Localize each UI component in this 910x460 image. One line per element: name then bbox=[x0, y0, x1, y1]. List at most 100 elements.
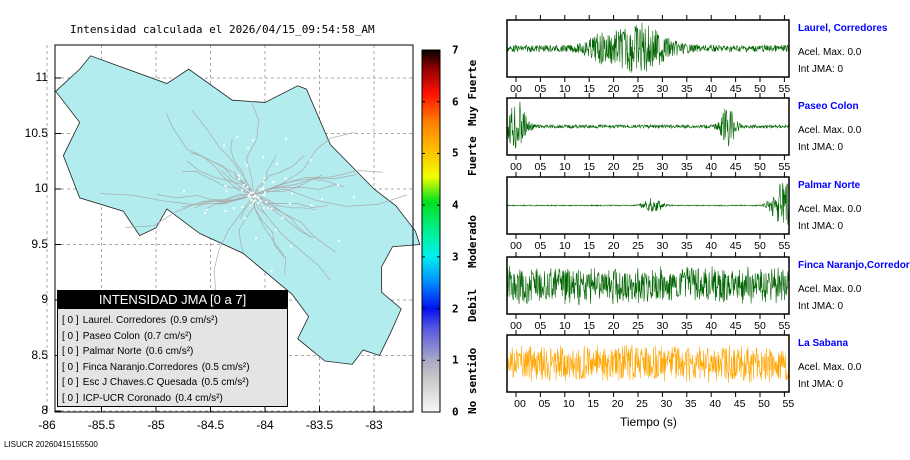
panel-frame bbox=[506, 19, 790, 78]
time-tick-label: 55 bbox=[778, 320, 791, 332]
station-dot bbox=[272, 181, 275, 184]
station-acel-max: Acel. Max. 0.0 bbox=[798, 125, 862, 136]
y-tick-label: 10.5 bbox=[24, 125, 48, 140]
time-tick-label: 25 bbox=[632, 240, 644, 252]
time-tick-label: 05 bbox=[534, 320, 547, 332]
station-name: Finca Naranjo,Corredor bbox=[798, 260, 910, 271]
time-tick-label: 30 bbox=[656, 83, 669, 95]
road bbox=[253, 131, 356, 195]
waveform bbox=[506, 22, 790, 73]
station-dot bbox=[252, 139, 255, 142]
station-dot bbox=[246, 164, 249, 167]
map-frame bbox=[54, 44, 414, 413]
time-tick-label: 45 bbox=[729, 83, 742, 95]
time-tick-label: 30 bbox=[656, 320, 669, 332]
colorbar-tick-label: 2 bbox=[452, 302, 459, 316]
station-dot bbox=[224, 210, 227, 213]
station-int-jma: Int JMA: 0 bbox=[798, 379, 844, 390]
time-tick-label: 50 bbox=[754, 161, 766, 173]
time-tick-label: 00 bbox=[514, 398, 526, 410]
station-dot bbox=[267, 206, 270, 209]
time-tick-label: 15 bbox=[587, 398, 600, 410]
colorbar-category-label: Fuerte bbox=[466, 136, 479, 176]
time-tick-label: 50 bbox=[758, 398, 770, 410]
road bbox=[194, 194, 255, 208]
station-dot bbox=[252, 191, 255, 194]
road bbox=[253, 194, 316, 211]
road bbox=[253, 194, 287, 275]
station-dot bbox=[203, 211, 206, 214]
time-tick-label: 00 bbox=[510, 320, 522, 332]
legend-row: [ 0 ] Palmar Norte (0.6 cm/s²) bbox=[58, 344, 287, 360]
time-tick-label: 35 bbox=[680, 83, 693, 95]
station-dot bbox=[241, 206, 244, 209]
station-dot bbox=[284, 177, 287, 180]
station-dot bbox=[262, 155, 265, 158]
panel-frame bbox=[506, 176, 790, 235]
legend-name: Finca Naranjo.Corredores bbox=[82, 361, 198, 373]
time-tick-label: 15 bbox=[583, 240, 596, 252]
time-tick-label: 40 bbox=[705, 83, 718, 95]
road bbox=[253, 155, 305, 195]
time-tick-label: 20 bbox=[607, 83, 620, 95]
colorbar-tick-label: 5 bbox=[452, 146, 459, 160]
colorbar-tick-label: 7 bbox=[452, 43, 459, 57]
x-tick-label: -85 bbox=[147, 418, 165, 432]
seismogram-panel bbox=[506, 93, 790, 160]
time-tick-label: 10 bbox=[558, 161, 571, 173]
road bbox=[246, 100, 260, 195]
map-ticks bbox=[46, 77, 375, 412]
station-dot bbox=[252, 200, 255, 203]
seismogram-panel bbox=[506, 252, 790, 319]
station-dot bbox=[254, 199, 257, 202]
time-tick-label: 50 bbox=[754, 83, 766, 95]
station-dot bbox=[274, 229, 277, 232]
time-tick-label: 15 bbox=[583, 320, 596, 332]
legend-int: [ 0 ] bbox=[62, 346, 79, 357]
station-dot bbox=[337, 183, 340, 186]
y-tick-label: 9 bbox=[41, 292, 48, 306]
colorbar-category-label: Moderado bbox=[466, 215, 479, 268]
time-tick-label: 15 bbox=[583, 161, 596, 173]
x-tick-label: -83 bbox=[365, 418, 383, 432]
time-tick-label: 35 bbox=[680, 240, 693, 252]
colorbar-category-label: No sentido bbox=[466, 347, 479, 414]
time-tick-label: 25 bbox=[632, 320, 644, 332]
colorbar-ticks bbox=[422, 49, 440, 413]
station-dot bbox=[291, 192, 294, 195]
time-tick-label: 25 bbox=[636, 398, 648, 410]
station-name: Laurel, Corredores bbox=[798, 23, 888, 34]
station-dot bbox=[270, 270, 273, 273]
station-dot bbox=[232, 207, 235, 210]
time-tick-label: 35 bbox=[680, 161, 693, 173]
time-tick-label: 05 bbox=[534, 161, 547, 173]
station-dot bbox=[281, 216, 284, 219]
station-dot bbox=[263, 176, 266, 179]
station-dot bbox=[225, 190, 228, 193]
road bbox=[253, 194, 331, 281]
station-dot bbox=[309, 158, 312, 161]
intensity-colorbar bbox=[421, 49, 441, 413]
road bbox=[181, 170, 255, 195]
station-int-jma: Int JMA: 0 bbox=[798, 301, 844, 312]
station-dot bbox=[262, 207, 265, 210]
station-dot bbox=[243, 217, 246, 220]
station-dot bbox=[257, 202, 260, 205]
station-dot bbox=[183, 190, 186, 193]
station-dot bbox=[206, 208, 209, 211]
station-dot bbox=[259, 199, 262, 202]
station-dot bbox=[352, 196, 355, 199]
road bbox=[191, 110, 255, 195]
station-acel-max: Acel. Max. 0.0 bbox=[798, 362, 862, 373]
seismogram-panel bbox=[506, 172, 790, 239]
time-tick-label: 05 bbox=[538, 398, 551, 410]
station-dot bbox=[255, 237, 258, 240]
station-dot bbox=[250, 191, 253, 194]
legend-int: [ 0 ] bbox=[62, 330, 79, 342]
time-tick-label: 55 bbox=[778, 240, 791, 252]
time-tick-label: 40 bbox=[705, 320, 718, 332]
road bbox=[253, 155, 277, 195]
legend-name: ICP-UCR Coronado bbox=[82, 392, 172, 404]
road bbox=[220, 170, 255, 195]
